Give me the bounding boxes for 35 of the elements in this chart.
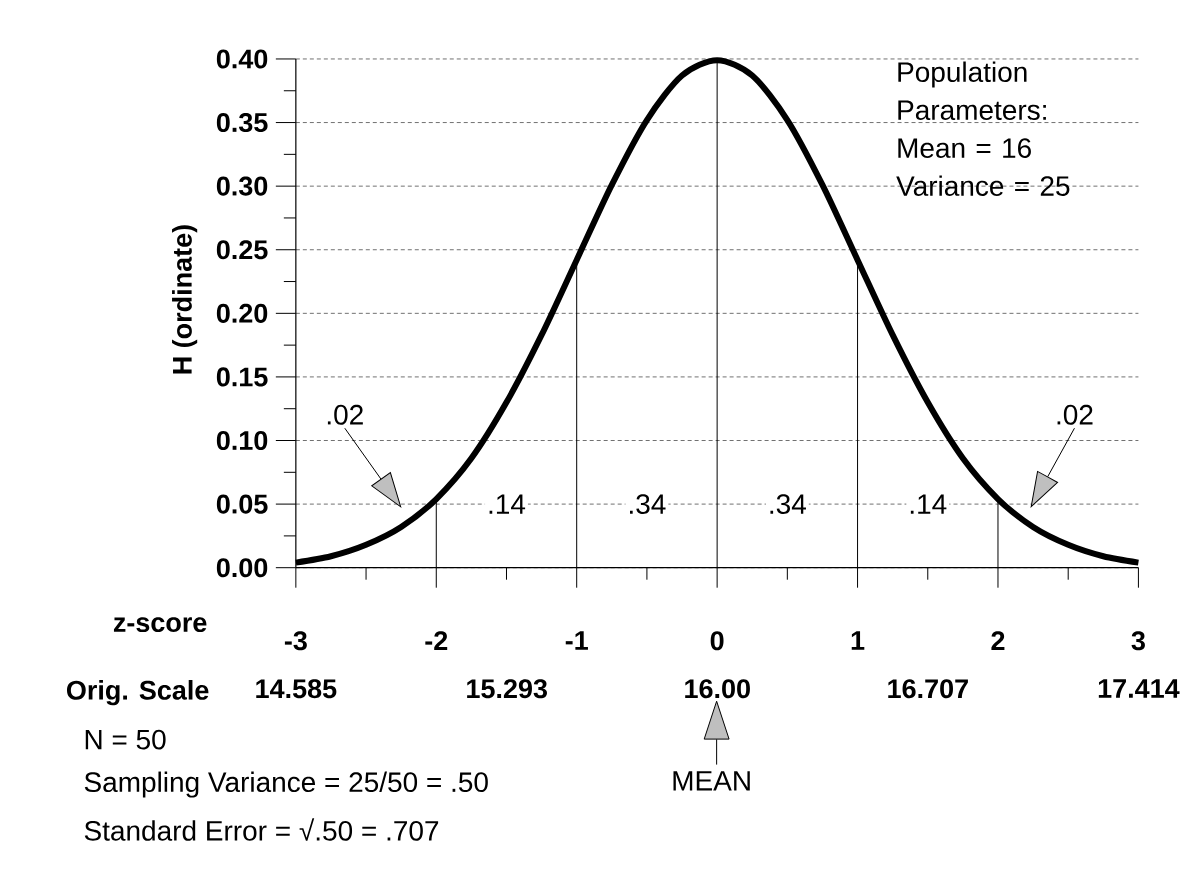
- y-tick-label: 0.00: [216, 558, 268, 578]
- y-tick-label: 0.15: [216, 367, 268, 387]
- text: MEAN: [673, 771, 750, 791]
- text: Standard Error = √.50 = .707: [84, 818, 439, 841]
- annotation: .14: [489, 494, 526, 514]
- y-axis-title: H (ordinate): [172, 225, 198, 374]
- x2-tick-label: 14.585: [256, 679, 337, 699]
- annotation: Population Parameters: Mean = 16 Variance = 25: [896, 61, 1070, 197]
- x2-tick-label: 15.293: [467, 679, 547, 699]
- y-tick-label: 0.10: [216, 431, 268, 451]
- x-tick-label: -1: [565, 631, 588, 650]
- y-tick-label: 0.25: [216, 240, 268, 260]
- text: Sampling Variance = 25/50 = .50: [84, 771, 488, 798]
- x-tick-label: 1: [851, 631, 865, 650]
- x-tick-label: -2: [425, 631, 448, 651]
- y-tick-label: 0.05: [216, 494, 268, 514]
- text: N = 50: [85, 729, 166, 750]
- annotation: .34: [770, 494, 806, 515]
- y-tick-label: 0.30: [216, 176, 268, 196]
- x-tick-label: 0: [710, 631, 724, 651]
- x2-tick-label: 16.00: [685, 679, 750, 699]
- x-axis-title: z-score: [113, 617, 207, 633]
- x-tick-label: 3: [1131, 631, 1145, 651]
- x-tick-label: -3: [284, 631, 307, 651]
- x2-tick-label: 16.707: [888, 679, 968, 699]
- annotation: .34: [630, 494, 666, 515]
- annotation: .14: [910, 494, 947, 514]
- x2-tick-label: 17.414: [1098, 679, 1180, 698]
- x2-axis-title: Orig. Scale: [66, 680, 209, 706]
- annotation: .02: [327, 405, 363, 425]
- y-tick-label: 0.35: [216, 113, 268, 133]
- annotation: .02: [1057, 405, 1093, 425]
- x-tick-label: 2: [991, 631, 1005, 651]
- y-tick-label: 0.40: [216, 49, 268, 69]
- y-tick-label: 0.20: [216, 304, 268, 324]
